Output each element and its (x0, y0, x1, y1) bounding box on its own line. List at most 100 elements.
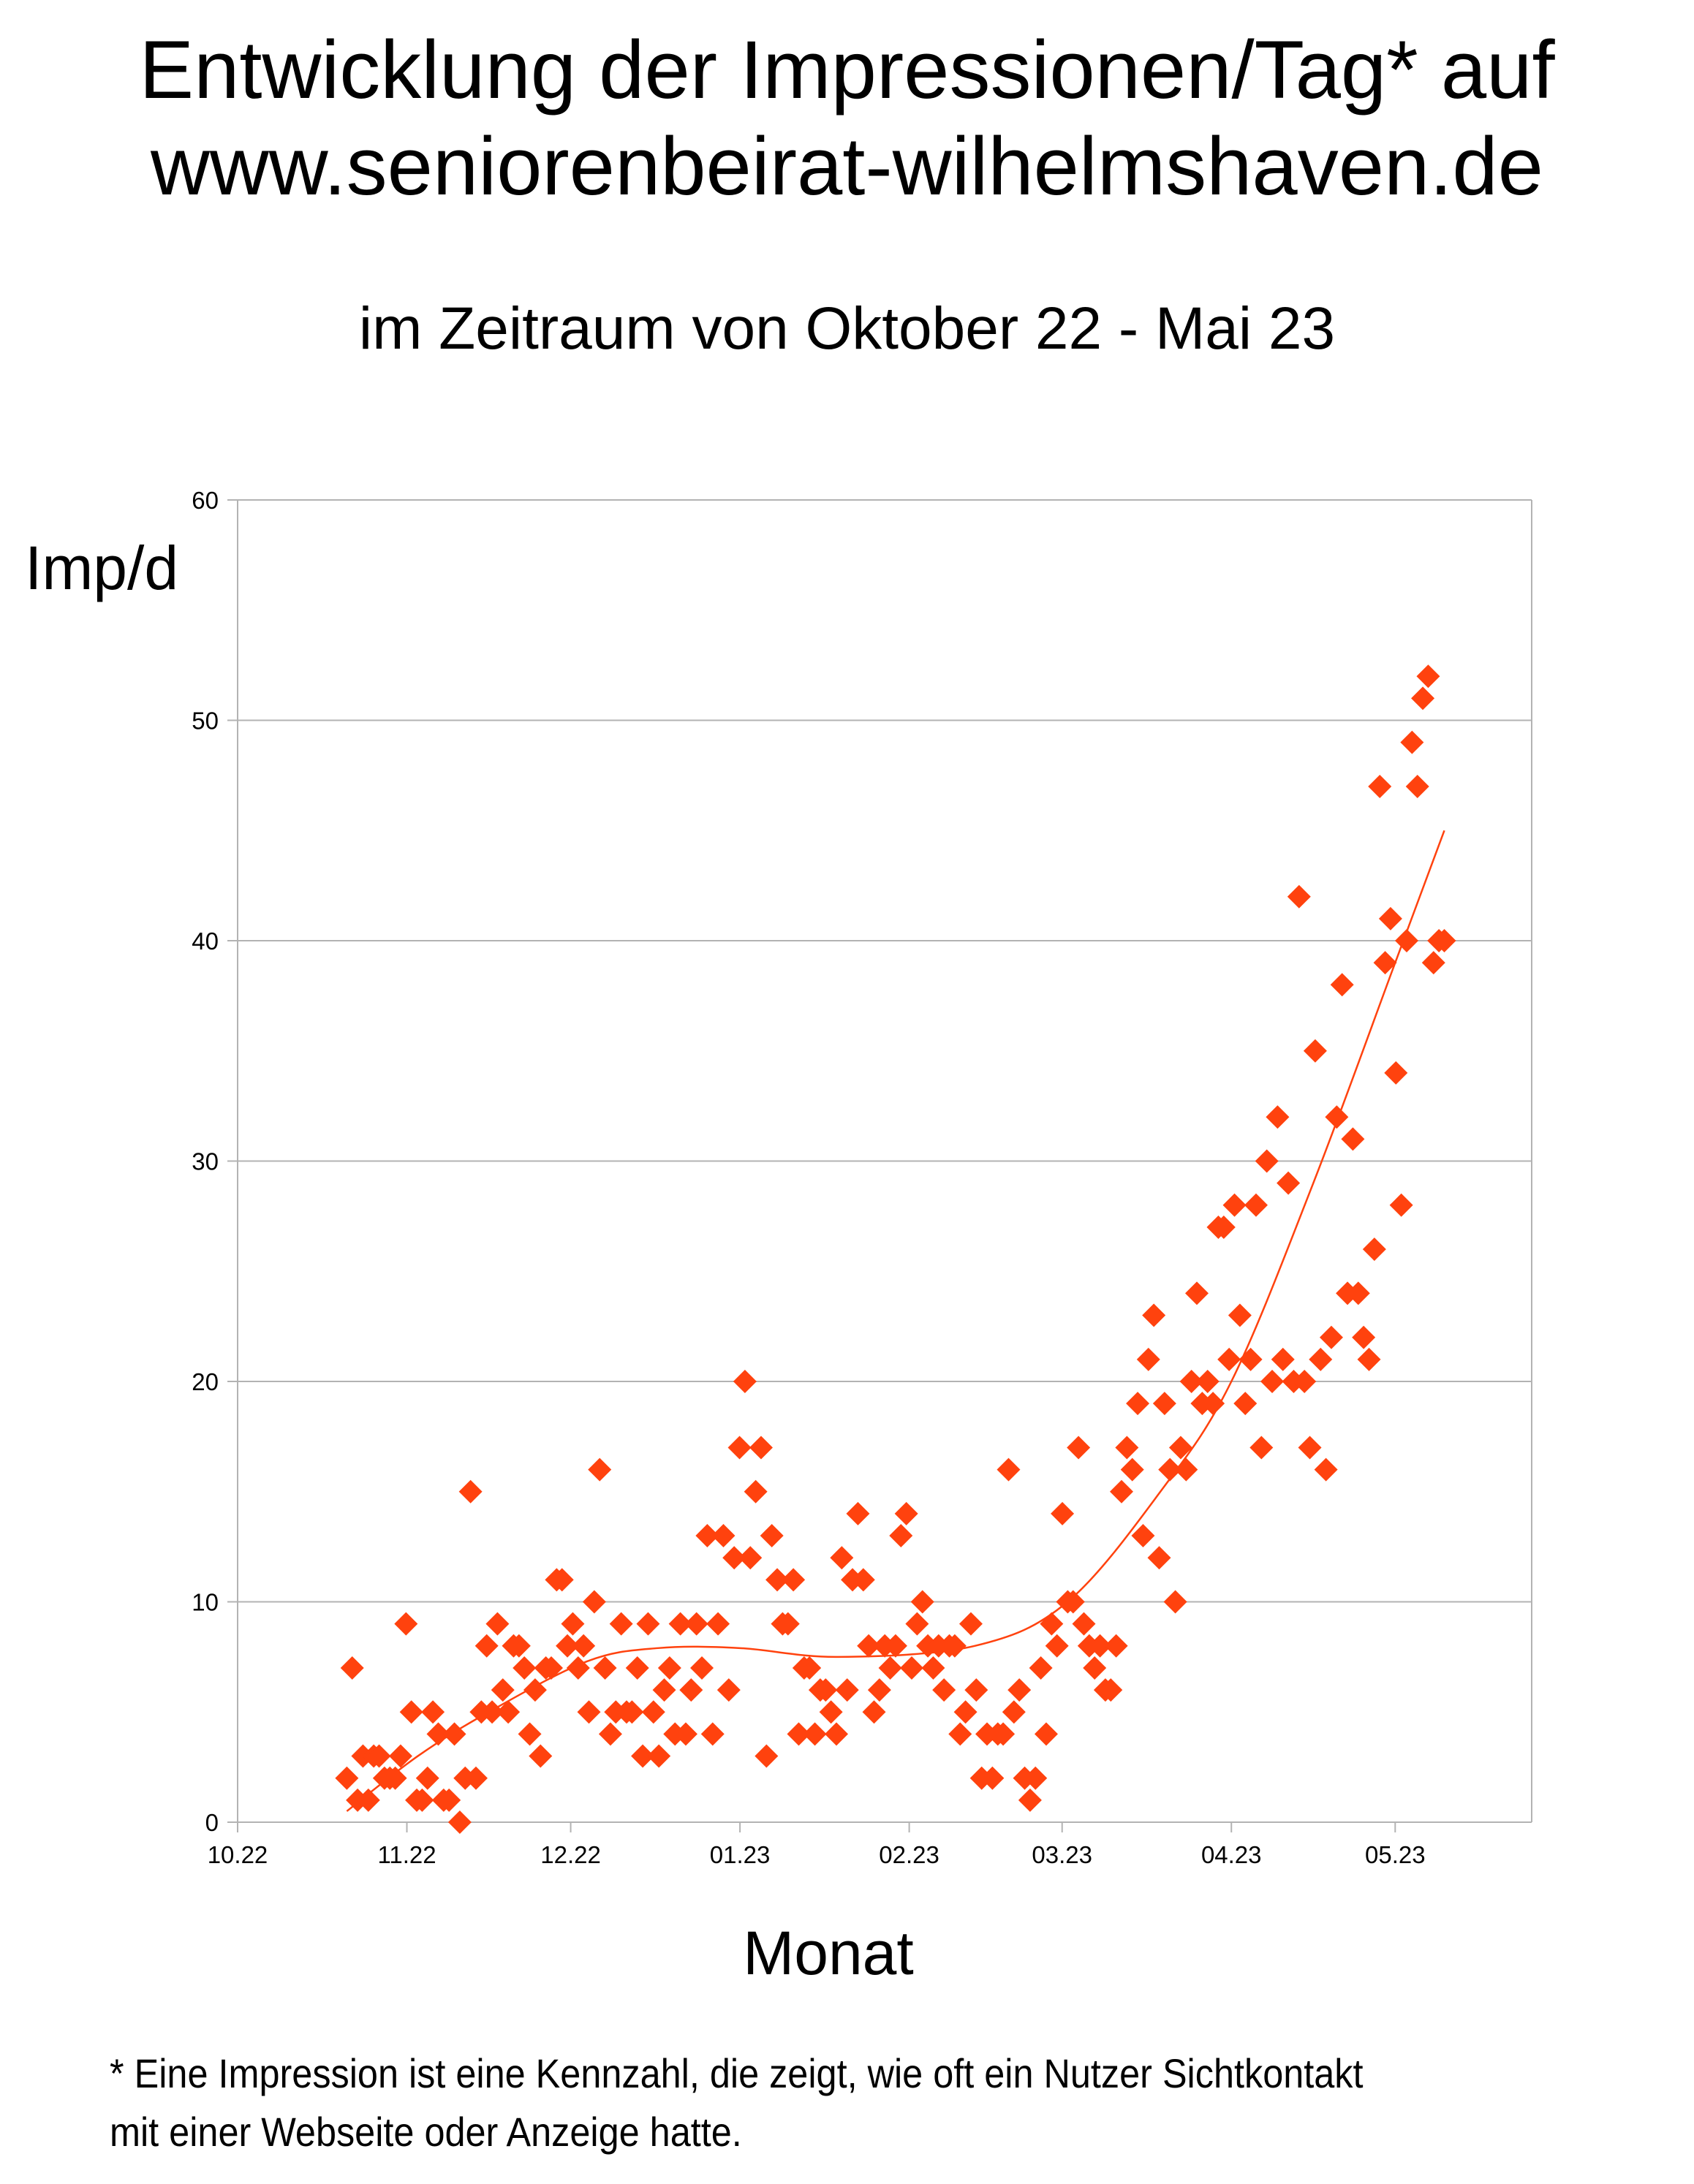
data-point (1373, 951, 1397, 975)
x-tick-label: 10.22 (208, 1841, 268, 1868)
y-tick-label: 0 (205, 1809, 219, 1836)
data-point (1319, 1325, 1343, 1349)
data-point (335, 1766, 359, 1790)
data-point (399, 1700, 423, 1724)
data-point (1088, 1634, 1112, 1658)
data-point (1400, 730, 1424, 754)
data-point (388, 1744, 412, 1768)
data-point (942, 1634, 967, 1658)
data-point (1126, 1392, 1150, 1416)
data-point (1040, 1612, 1064, 1636)
data-point (1158, 1457, 1182, 1482)
data-point (588, 1457, 612, 1482)
data-point (480, 1700, 504, 1724)
x-tick-label: 03.23 (1032, 1841, 1092, 1868)
y-tick-label: 60 (192, 487, 219, 514)
data-point (593, 1656, 617, 1680)
data-point (1271, 1347, 1295, 1371)
data-point (1185, 1281, 1209, 1305)
x-tick-label: 04.23 (1201, 1841, 1262, 1868)
data-point (1287, 884, 1311, 909)
data-point (1394, 929, 1418, 952)
data-point (1168, 1436, 1192, 1460)
y-tick-label: 30 (192, 1148, 219, 1175)
data-point (798, 1656, 822, 1680)
data-point (900, 1656, 924, 1680)
data-point (636, 1612, 660, 1636)
data-point (1405, 774, 1429, 798)
data-point (706, 1612, 730, 1636)
data-point (1018, 1788, 1042, 1812)
y-tick-label: 40 (192, 928, 219, 955)
x-tick-label: 01.23 (710, 1841, 771, 1868)
data-point (1061, 1590, 1085, 1614)
data-point (862, 1700, 886, 1724)
y-tick-label: 10 (192, 1589, 219, 1616)
data-point (1174, 1457, 1198, 1482)
data-point (1309, 1347, 1333, 1371)
data-point (1330, 973, 1354, 997)
data-point (889, 1524, 913, 1548)
data-point (755, 1744, 779, 1768)
data-point (776, 1612, 800, 1636)
data-point (1195, 1370, 1220, 1393)
data-point (631, 1744, 655, 1768)
data-point (814, 1678, 838, 1702)
data-point (749, 1436, 773, 1460)
data-point (722, 1546, 746, 1570)
data-point (410, 1788, 434, 1812)
data-point (437, 1788, 461, 1812)
data-point (1303, 1039, 1327, 1063)
data-point (700, 1722, 725, 1746)
data-point (948, 1722, 972, 1746)
data-point (1384, 1061, 1408, 1085)
data-point (1228, 1303, 1252, 1327)
data-point (394, 1612, 418, 1636)
data-point (738, 1546, 763, 1570)
data-point (1277, 1171, 1301, 1195)
data-point (647, 1744, 671, 1768)
axes (227, 499, 1532, 1832)
data-point (921, 1656, 945, 1680)
data-point (964, 1678, 988, 1702)
data-point (878, 1656, 902, 1680)
data-point (539, 1656, 563, 1680)
data-point (426, 1722, 450, 1746)
data-point (1072, 1612, 1096, 1636)
data-points (335, 664, 1456, 1834)
data-point (447, 1810, 472, 1834)
data-point (1131, 1524, 1155, 1548)
data-point (1249, 1436, 1274, 1460)
data-point (782, 1568, 806, 1592)
data-point (905, 1612, 929, 1636)
data-point (598, 1722, 622, 1746)
data-point (1099, 1678, 1123, 1702)
data-point (1002, 1700, 1026, 1724)
data-point (1362, 1237, 1386, 1262)
data-point (1244, 1193, 1268, 1217)
footnote-line-1: * Eine Impression ist eine Kennzahl, die… (110, 2050, 1364, 2096)
data-point (485, 1612, 510, 1636)
data-point (415, 1766, 439, 1790)
data-point (1416, 664, 1440, 689)
y-tick-label: 20 (192, 1368, 219, 1395)
data-point (1314, 1457, 1338, 1482)
data-point (572, 1634, 596, 1658)
data-point (668, 1612, 692, 1636)
x-tick-label: 02.23 (879, 1841, 939, 1868)
data-point (1067, 1436, 1091, 1460)
data-point (652, 1678, 676, 1702)
data-point (1346, 1281, 1370, 1305)
data-point (932, 1678, 956, 1702)
data-point (695, 1524, 719, 1548)
data-point (356, 1788, 380, 1812)
data-point (1260, 1370, 1285, 1393)
data-point (556, 1634, 580, 1658)
data-point (1266, 1105, 1290, 1129)
data-point (1293, 1370, 1317, 1393)
data-point (991, 1722, 1016, 1746)
data-point (513, 1656, 537, 1680)
data-point (1239, 1347, 1263, 1371)
data-point (830, 1546, 854, 1570)
data-point (566, 1656, 590, 1680)
